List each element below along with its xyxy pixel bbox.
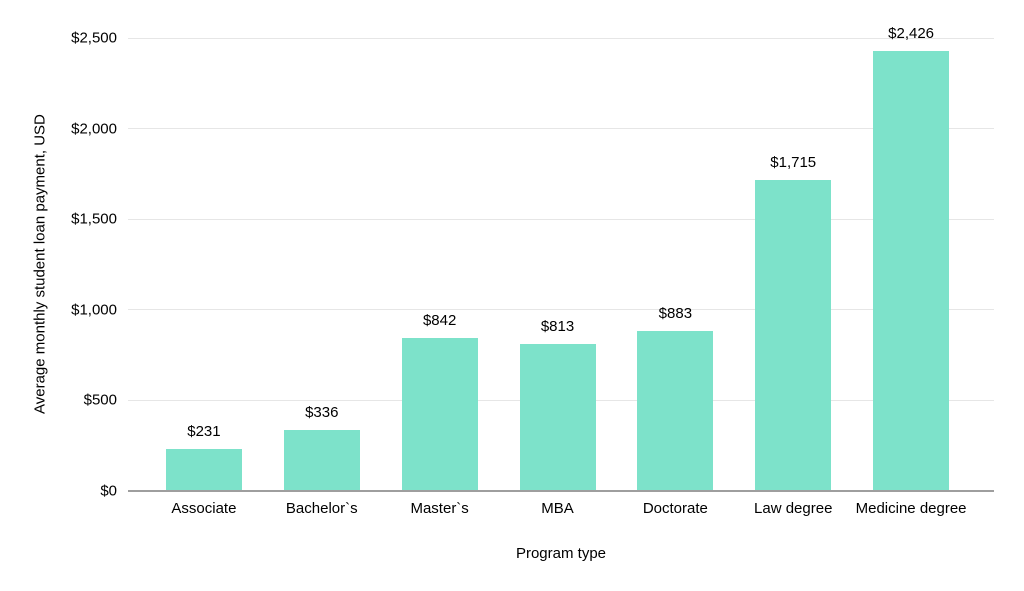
gridline [128,218,994,220]
bar-master-s[interactable] [401,338,478,491]
bar-group-doctorate: $883 Doctorate [616,38,734,517]
x-tick-label: Law degree [754,500,833,517]
bar-group-bachelor-s: $336 Bachelor`s [263,38,381,517]
bar-group-mba: $813 MBA [499,38,617,517]
x-tick-label: MBA [541,500,574,517]
y-tick-label: $0 [100,482,117,500]
bar-value-label: $883 [658,305,693,323]
bar-associate[interactable] [165,449,242,491]
y-tick-label: $1,000 [71,301,117,319]
gridline [128,128,994,130]
bar-value-label: $336 [305,404,339,422]
bar-value-label: $813 [540,317,575,335]
x-tick-label: Doctorate [642,500,708,517]
y-tick-label: $2,500 [71,29,117,47]
y-tick-label: $2,000 [71,120,117,138]
gridline [128,37,994,39]
bar-value-label: $2,426 [888,25,935,43]
bar-value-label: $842 [422,312,457,330]
bar-value-label: $231 [187,423,221,441]
x-tick-label: Associate [171,500,237,517]
bar-mba[interactable] [519,343,596,491]
y-tick-label: $1,500 [71,210,117,228]
y-axis-title: Average monthly student loan payment, US… [31,114,49,415]
bar-value-label: $1,715 [770,154,817,172]
x-tick-label: Medicine degree [855,500,967,517]
bar-group-associate: $231 Associate [145,38,263,517]
x-axis-title: Program type [515,545,607,562]
bar-medicine-degree[interactable] [873,51,950,491]
x-tick-label: Master`s [410,500,469,517]
plot-area: $231 Associate $336 Bachelor`s $842 Master`s $… [71,25,994,517]
bar-group-master-s: $842 Master`s [381,38,499,517]
gridline [128,309,994,311]
x-axis-line [128,490,994,492]
bar-law-degree[interactable] [755,180,832,491]
bar-doctorate[interactable] [637,331,714,491]
bar-group-law-degree: $1,715 Law degree [734,38,852,517]
x-tick-label: Bachelor`s [285,500,358,517]
bars-region: $231 Associate $336 Bachelor`s $842 Master`s $… [145,25,970,517]
bar-bachelor-s[interactable] [283,430,360,491]
y-tick-label: $500 [83,391,117,409]
bar-group-medicine-degree: $2,426 Medicine degree [852,25,970,517]
